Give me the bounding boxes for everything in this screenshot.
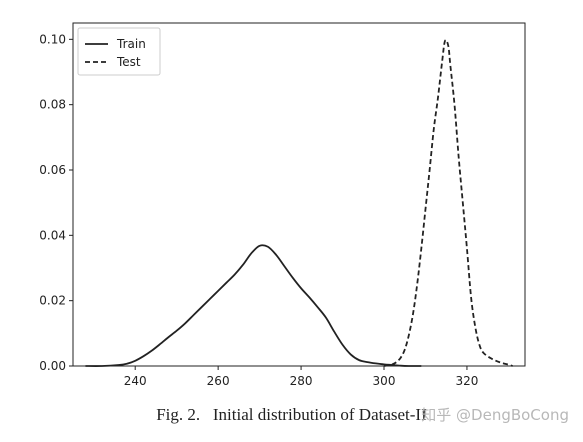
watermark: 知乎 @DengBoCong [421,406,569,424]
x-tick-label: 280 [290,374,313,388]
y-tick-label: 0.10 [39,32,66,46]
legend-box [77,27,161,76]
y-tick-label: 0.08 [39,98,66,112]
figure-caption: Fig. 2. Initial distribution of Dataset-… [156,405,427,424]
x-tick-label: 260 [207,374,230,388]
x-tick-label: 320 [455,374,478,388]
y-tick-label: 0.04 [39,228,66,242]
x-tick-label: 240 [124,374,147,388]
legend: Train Test [77,27,161,76]
legend-label-test: Test [116,55,141,69]
ticks-layer: 240 260 280 300 320 0.00 0.02 0.04 0.06 0.08 0.10 [39,32,478,388]
y-tick-label: 0.00 [39,359,66,373]
x-tick-label: 300 [373,374,396,388]
series-line-train [85,244,422,367]
series-layer [85,39,513,367]
y-tick-label: 0.06 [39,163,66,177]
legend-label-train: Train [116,37,146,51]
chart-figure: 240 260 280 300 3200.000.020.040.060.080.10 … [39,22,526,388]
plot-frame [72,22,526,367]
series-line-test [383,39,513,367]
y-tick-label: 0.02 [39,294,66,308]
